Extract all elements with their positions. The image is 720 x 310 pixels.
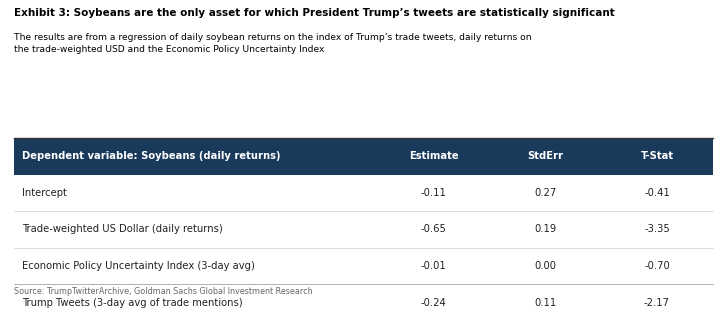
- FancyBboxPatch shape: [14, 138, 713, 175]
- Text: 0.00: 0.00: [534, 261, 557, 271]
- Text: -2.17: -2.17: [644, 298, 670, 308]
- Text: -0.11: -0.11: [421, 188, 446, 198]
- Text: -0.70: -0.70: [644, 261, 670, 271]
- Text: -0.65: -0.65: [421, 224, 446, 234]
- Text: Dependent variable: Soybeans (daily returns): Dependent variable: Soybeans (daily retu…: [22, 151, 280, 161]
- FancyBboxPatch shape: [14, 175, 713, 211]
- Text: Trade-weighted US Dollar (daily returns): Trade-weighted US Dollar (daily returns): [22, 224, 222, 234]
- Text: Source: TrumpTwitterArchive, Goldman Sachs Global Investment Research: Source: TrumpTwitterArchive, Goldman Sac…: [14, 287, 313, 296]
- Text: T-Stat: T-Stat: [640, 151, 674, 161]
- FancyBboxPatch shape: [14, 211, 713, 248]
- Text: The results are from a regression of daily soybean returns on the index of Trump: The results are from a regression of dai…: [14, 33, 532, 54]
- Text: Exhibit 3: Soybeans are the only asset for which President Trump’s tweets are st: Exhibit 3: Soybeans are the only asset f…: [14, 8, 615, 18]
- Text: Estimate: Estimate: [409, 151, 459, 161]
- Text: -0.01: -0.01: [421, 261, 446, 271]
- Text: 0.27: 0.27: [534, 188, 557, 198]
- Text: Intercept: Intercept: [22, 188, 66, 198]
- Text: Trump Tweets (3-day avg of trade mentions): Trump Tweets (3-day avg of trade mention…: [22, 298, 242, 308]
- Text: 0.11: 0.11: [534, 298, 557, 308]
- Text: -3.35: -3.35: [644, 224, 670, 234]
- FancyBboxPatch shape: [14, 284, 713, 310]
- FancyBboxPatch shape: [14, 248, 713, 284]
- Text: 0.19: 0.19: [534, 224, 557, 234]
- Text: -0.24: -0.24: [421, 298, 446, 308]
- Text: Economic Policy Uncertainty Index (3-day avg): Economic Policy Uncertainty Index (3-day…: [22, 261, 254, 271]
- Text: -0.41: -0.41: [644, 188, 670, 198]
- Text: StdErr: StdErr: [528, 151, 564, 161]
